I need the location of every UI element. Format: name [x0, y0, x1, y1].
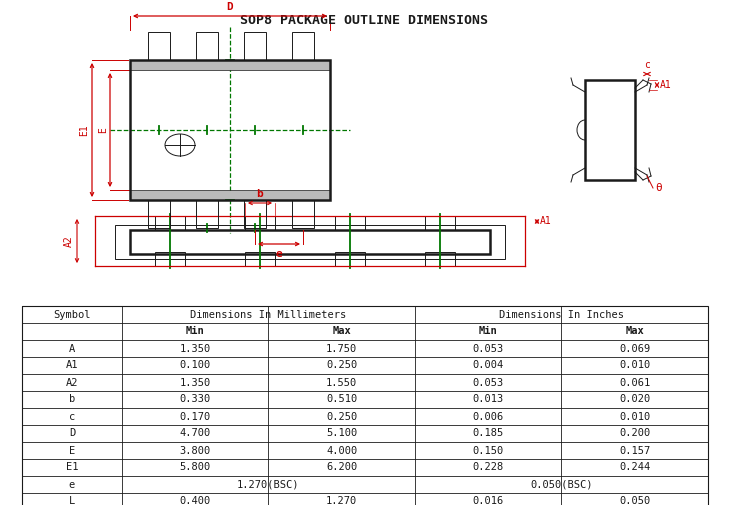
Text: A2: A2	[66, 378, 78, 387]
Text: A1: A1	[540, 217, 552, 227]
Bar	[292, 32, 314, 60]
Bar	[115, 225, 505, 259]
Text: 0.020: 0.020	[619, 394, 650, 405]
Text: E1: E1	[79, 124, 89, 136]
Text: A: A	[69, 343, 75, 354]
Bar	[196, 32, 218, 60]
Bar	[130, 60, 330, 70]
Bar	[244, 200, 266, 228]
Bar	[425, 252, 455, 266]
Text: 0.244: 0.244	[619, 463, 650, 473]
Text: 5.100: 5.100	[326, 429, 357, 438]
Bar	[245, 252, 275, 266]
Text: 0.157: 0.157	[619, 445, 650, 456]
Text: Dimensions In Inches: Dimensions In Inches	[499, 310, 624, 320]
Bar	[130, 60, 330, 200]
Text: Min: Min	[186, 327, 205, 336]
Text: A1: A1	[66, 361, 78, 371]
Text: SOP8 PACKAGE OUTLINE DIMENSIONS: SOP8 PACKAGE OUTLINE DIMENSIONS	[240, 14, 488, 27]
Text: θ: θ	[655, 183, 662, 193]
Text: 0.100: 0.100	[179, 361, 211, 371]
Text: 0.250: 0.250	[326, 412, 357, 422]
Text: 0.185: 0.185	[472, 429, 504, 438]
Text: D: D	[69, 429, 75, 438]
Text: 4.000: 4.000	[326, 445, 357, 456]
Text: 0.010: 0.010	[619, 361, 650, 371]
Text: Max: Max	[332, 327, 351, 336]
Bar	[148, 200, 170, 228]
Text: 0.330: 0.330	[179, 394, 211, 405]
Text: 0.400: 0.400	[179, 496, 211, 505]
Text: 0.053: 0.053	[472, 343, 504, 354]
Text: 1.350: 1.350	[179, 343, 211, 354]
Text: 1.350: 1.350	[179, 378, 211, 387]
Text: 0.050: 0.050	[619, 496, 650, 505]
Bar	[22, 306, 708, 505]
Text: A2: A2	[64, 235, 74, 247]
Text: 0.200: 0.200	[619, 429, 650, 438]
Text: 0.510: 0.510	[326, 394, 357, 405]
Text: E1: E1	[66, 463, 78, 473]
Text: Dimensions In Millimeters: Dimensions In Millimeters	[190, 310, 346, 320]
Text: Symbol: Symbol	[53, 310, 90, 320]
Text: c: c	[69, 412, 75, 422]
Text: 1.550: 1.550	[326, 378, 357, 387]
Bar	[155, 252, 185, 266]
Bar	[335, 216, 365, 230]
Text: E: E	[98, 127, 108, 133]
Bar	[245, 216, 275, 230]
Bar	[148, 32, 170, 60]
Text: 0.228: 0.228	[472, 463, 504, 473]
Text: L: L	[69, 496, 75, 505]
Bar	[196, 200, 218, 228]
Text: 1.750: 1.750	[326, 343, 357, 354]
Text: 0.004: 0.004	[472, 361, 504, 371]
Text: A1: A1	[660, 80, 671, 90]
Text: 0.170: 0.170	[179, 412, 211, 422]
Text: b: b	[69, 394, 75, 405]
Text: e: e	[69, 480, 75, 489]
Text: Max: Max	[625, 327, 644, 336]
Text: 0.050(BSC): 0.050(BSC)	[530, 480, 593, 489]
Text: D: D	[227, 2, 233, 12]
Text: 6.200: 6.200	[326, 463, 357, 473]
Text: e: e	[276, 249, 282, 259]
Text: 5.800: 5.800	[179, 463, 211, 473]
Text: 0.053: 0.053	[472, 378, 504, 387]
Text: 0.013: 0.013	[472, 394, 504, 405]
Text: 4.700: 4.700	[179, 429, 211, 438]
Text: 0.006: 0.006	[472, 412, 504, 422]
Text: 0.069: 0.069	[619, 343, 650, 354]
Text: 0.061: 0.061	[619, 378, 650, 387]
Text: 0.150: 0.150	[472, 445, 504, 456]
Text: 0.250: 0.250	[326, 361, 357, 371]
Bar	[244, 32, 266, 60]
Bar	[425, 216, 455, 230]
Bar	[585, 80, 635, 180]
Text: 1.270: 1.270	[326, 496, 357, 505]
Text: E: E	[69, 445, 75, 456]
Text: b: b	[257, 189, 263, 199]
Bar	[130, 230, 490, 254]
Text: 0.010: 0.010	[619, 412, 650, 422]
Bar	[292, 200, 314, 228]
Bar	[155, 216, 185, 230]
Bar	[130, 190, 330, 200]
Text: 1.270(BSC): 1.270(BSC)	[237, 480, 300, 489]
Text: 3.800: 3.800	[179, 445, 211, 456]
Bar	[335, 252, 365, 266]
Text: 0.016: 0.016	[472, 496, 504, 505]
Text: Min: Min	[479, 327, 498, 336]
Text: c: c	[644, 60, 650, 70]
